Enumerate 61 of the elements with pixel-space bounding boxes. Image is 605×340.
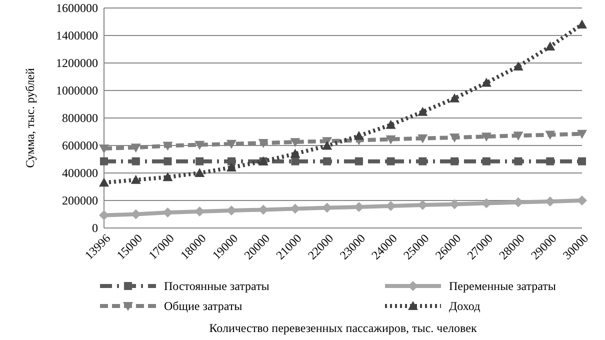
point	[323, 157, 332, 166]
point	[418, 106, 428, 116]
y-tick-label: 400000	[62, 166, 98, 180]
point	[386, 135, 396, 144]
point	[546, 157, 554, 166]
point	[99, 178, 109, 187]
legend-label: Доход	[449, 299, 480, 314]
point	[513, 132, 524, 141]
point	[226, 140, 236, 149]
point	[322, 140, 332, 150]
y-axis-title: Сумма, тыс. рублей	[23, 68, 37, 168]
y-tick-label: 1400000	[56, 28, 98, 43]
legend-label: Постоянные затраты	[164, 279, 270, 294]
point	[227, 157, 236, 166]
point	[513, 61, 524, 70]
point	[258, 139, 268, 148]
x-axis-title: Количество перевезенных пассажиров, тыс. человек	[209, 321, 477, 335]
point	[164, 157, 172, 166]
point	[482, 157, 490, 166]
point	[545, 42, 556, 50]
legend-label: Переменные затраты	[449, 279, 556, 294]
point	[196, 157, 204, 166]
point	[162, 172, 173, 182]
point	[290, 148, 300, 158]
point	[194, 140, 205, 150]
point	[99, 144, 109, 154]
point	[481, 132, 492, 142]
point	[290, 138, 300, 148]
point	[481, 78, 492, 87]
point	[386, 157, 395, 166]
point	[194, 168, 205, 177]
point	[578, 157, 586, 166]
point	[418, 157, 427, 166]
point	[162, 142, 173, 151]
y-tick-label: 200000	[62, 194, 98, 208]
point	[130, 144, 141, 153]
point	[291, 157, 300, 166]
point	[132, 157, 140, 166]
point	[354, 157, 363, 166]
point	[450, 93, 460, 102]
y-tick-label: 1600000	[56, 1, 98, 16]
y-tick-label: 600000	[62, 138, 98, 153]
point	[386, 120, 396, 129]
point	[450, 157, 459, 166]
point	[99, 210, 109, 220]
y-tick-label: 0	[92, 221, 98, 236]
legend-label: Общие затраты	[164, 299, 242, 314]
point	[226, 162, 236, 172]
point	[418, 134, 428, 144]
point	[545, 130, 556, 140]
point	[577, 196, 587, 206]
point	[100, 157, 108, 166]
point	[130, 174, 141, 184]
y-tick-label: 1000000	[56, 84, 98, 98]
point	[577, 20, 587, 28]
point	[354, 130, 364, 140]
y-tick-label: 800000	[62, 111, 98, 126]
point	[577, 130, 587, 139]
point	[514, 157, 522, 166]
point	[450, 134, 460, 143]
y-tick-label: 1200000	[56, 56, 98, 70]
